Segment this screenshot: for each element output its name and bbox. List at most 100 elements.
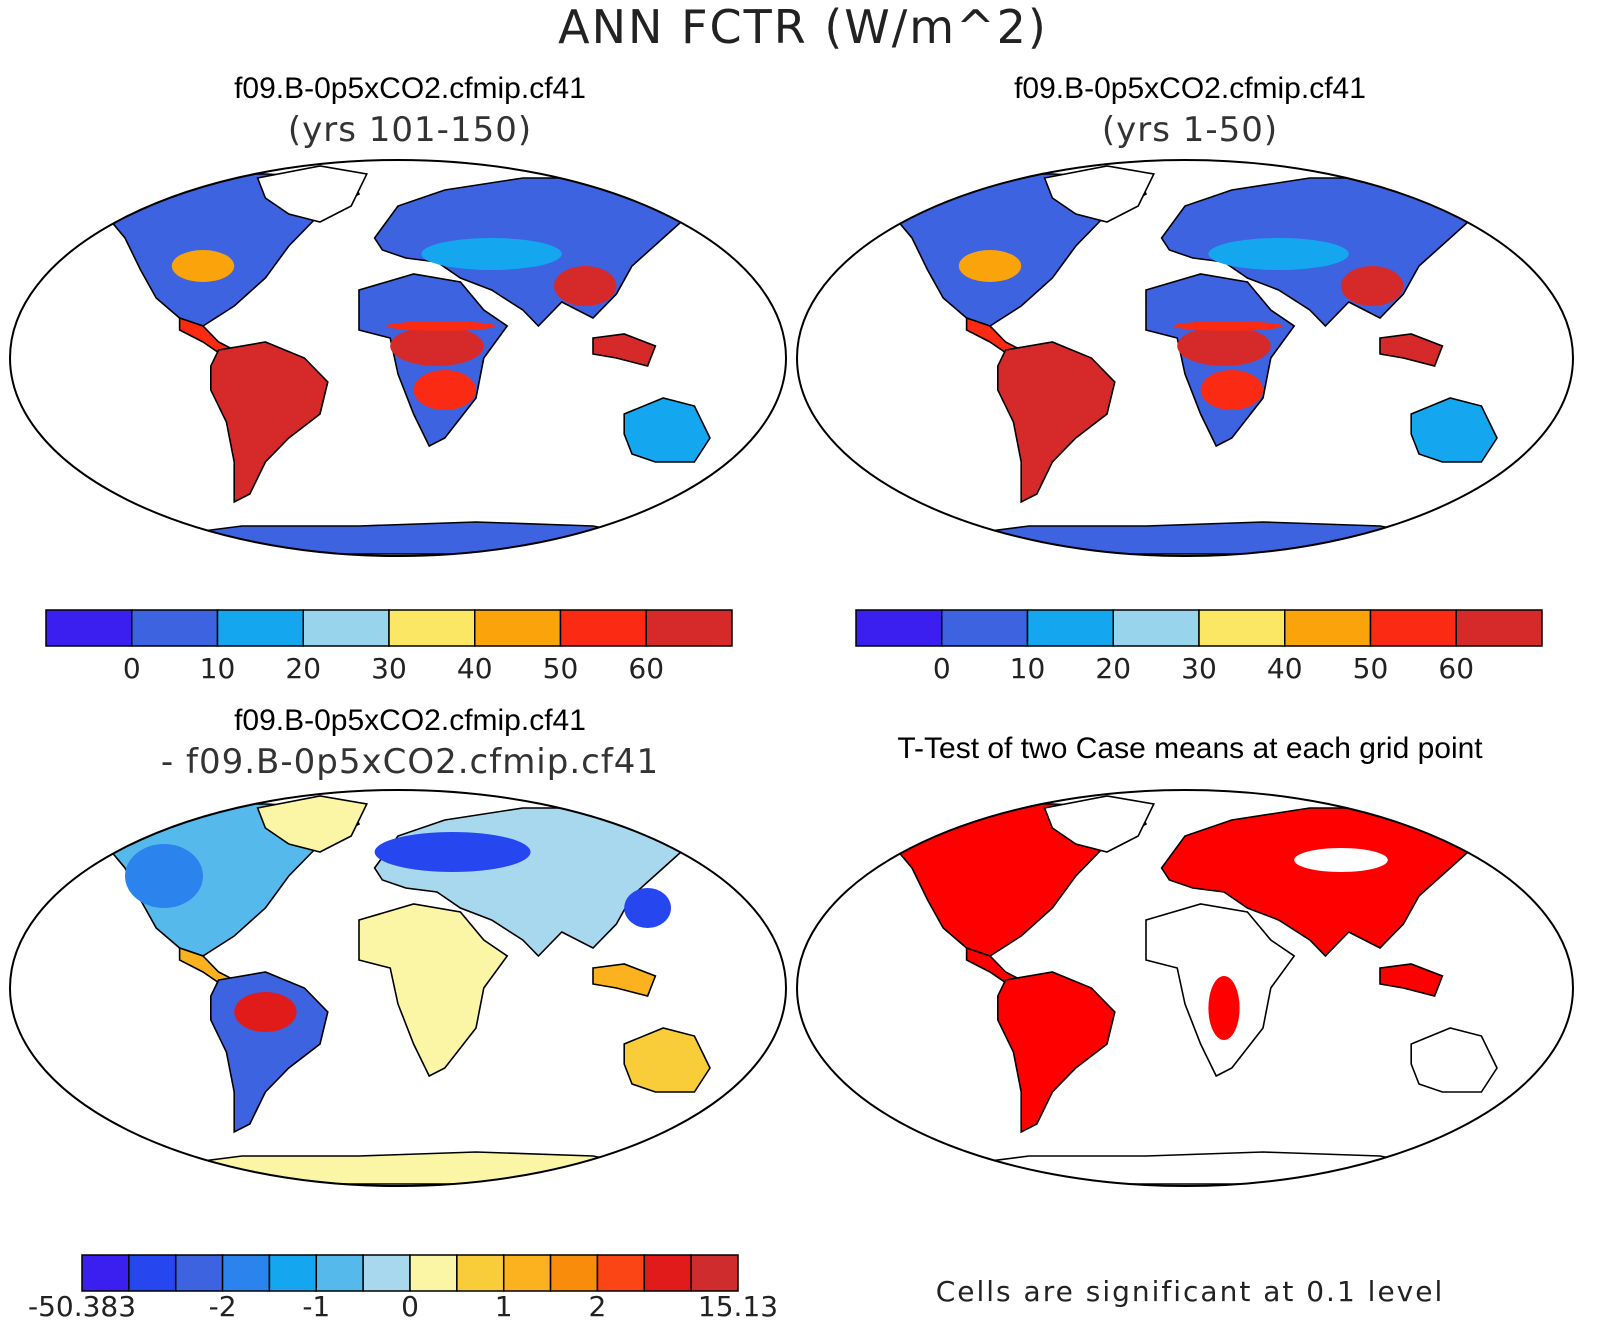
field-midlat-eurasia <box>421 238 562 270</box>
colorbar-swatch <box>1112 609 1200 647</box>
panel-diff-title: f09.B-0p5xCO2.cfmip.cf41 <box>234 704 586 737</box>
map-case1 <box>9 159 787 557</box>
colorbar-tick-label: 1 <box>494 1290 513 1323</box>
colorbar-swatch <box>221 1254 271 1292</box>
colorbar-case2 <box>855 609 1543 647</box>
colorbar-swatch <box>474 609 562 647</box>
colorbar-swatch <box>315 1254 364 1292</box>
landmass-southAmerica <box>997 971 1116 1134</box>
field-south-asia <box>554 266 617 306</box>
colorbar-swatch <box>941 609 1029 647</box>
colorbar-tick-label: 50 <box>542 652 579 685</box>
colorbar-swatch <box>1369 609 1457 647</box>
landmass-antarctica <box>146 1151 658 1185</box>
colorbar-tick-label: -50.383 <box>27 1290 137 1323</box>
panel-case1-subtitle: (yrs 101-150) <box>287 110 533 150</box>
landmass-southAmerica <box>210 341 329 504</box>
colorbar-swatch <box>502 1254 552 1292</box>
colorbar-swatch <box>45 609 133 647</box>
landmass-australia <box>623 397 711 463</box>
map-border <box>796 789 1574 1187</box>
colorbar-swatch <box>268 1254 318 1292</box>
colorbar-tick-label: 20 <box>285 652 322 685</box>
colorbar-tick-label: 0 <box>932 652 951 685</box>
field-amazon-pos <box>234 992 297 1032</box>
field-south-asia <box>1341 266 1404 306</box>
colorbar-swatch <box>559 609 647 647</box>
field-europe-neg <box>374 832 531 872</box>
field-midlat-eurasia <box>1208 238 1349 270</box>
landmass-australia <box>1410 1027 1498 1093</box>
colorbar-swatch <box>1198 609 1286 647</box>
panel-ttest-title: T-Test of two Case means at each grid po… <box>897 732 1483 765</box>
colorbar-tick-label: 60 <box>628 652 665 685</box>
field-southern-africa <box>413 370 476 410</box>
map-border <box>796 159 1574 557</box>
colorbar-swatch <box>645 609 733 647</box>
colorbar-swatch <box>128 1254 177 1292</box>
landmass-greenland <box>256 795 368 853</box>
landmass-antarctica <box>933 1151 1445 1185</box>
field-na-neg <box>125 844 203 908</box>
landmass-antarctica <box>146 521 658 555</box>
landmass-seAsia <box>1379 963 1444 997</box>
colorbar-tick-label: 60 <box>1438 652 1475 685</box>
colorbar-tick-label: 15.13 <box>697 1290 779 1323</box>
map-diff <box>9 789 787 1187</box>
colorbar-tick-label: 30 <box>1181 652 1217 685</box>
colorbar-swatch <box>409 1254 458 1292</box>
colorbar-diff <box>81 1254 739 1292</box>
map-case2 <box>796 159 1574 557</box>
colorbar-swatch <box>131 609 219 647</box>
colorbar-swatch <box>549 1254 599 1292</box>
landmass-greenland <box>1043 165 1155 223</box>
map-border <box>9 159 787 557</box>
landmass-seAsia <box>592 963 657 997</box>
colorbar-swatch <box>174 1254 224 1292</box>
colorbar-swatch <box>81 1254 130 1292</box>
colorbar-tick-label: 30 <box>371 652 407 685</box>
colorbar-tick-label: 0 <box>401 1290 419 1323</box>
field-tropical-africa <box>1177 326 1271 366</box>
colorbar-swatch <box>456 1254 505 1292</box>
field-siberia-nonsig <box>1294 848 1388 872</box>
landmass-australia <box>623 1027 711 1093</box>
field-southern-africa <box>1200 370 1263 410</box>
colorbar-swatch <box>216 609 304 647</box>
landmass-seAsia <box>1379 333 1444 367</box>
field-east-africa-sig <box>1208 976 1240 1040</box>
field-eastern-us <box>958 250 1022 282</box>
panel-case2-subtitle: (yrs 1-50) <box>1101 110 1279 150</box>
field-tropical-africa <box>390 326 484 366</box>
colorbar-tick-label: 10 <box>1009 652 1046 685</box>
colorbar-tick-label: 50 <box>1352 652 1389 685</box>
colorbar-tick-label: 20 <box>1095 652 1132 685</box>
colorbar-tick-label: -2 <box>208 1290 237 1323</box>
colorbar-swatch <box>302 609 390 647</box>
colorbar-swatch <box>1026 609 1114 647</box>
figure-title: ANN FCTR (W/m^2) <box>558 0 1048 54</box>
significance-note: Cells are significant at 0.1 level <box>935 1275 1445 1308</box>
colorbar-case2-ticks: 0 10 20 30 40 50 60 <box>856 652 1542 692</box>
colorbar-tick-label: 2 <box>588 1290 607 1323</box>
field-eastern-us <box>171 250 235 282</box>
landmass-australia <box>1410 397 1498 463</box>
colorbar-case1 <box>45 609 733 647</box>
colorbar-tick-label: 40 <box>456 652 493 685</box>
colorbar-swatch <box>388 609 476 647</box>
colorbar-swatch <box>1284 609 1372 647</box>
panel-case1-title: f09.B-0p5xCO2.cfmip.cf41 <box>234 72 586 105</box>
panel-diff-subtitle: - f09.B-0p5xCO2.cfmip.cf41 <box>160 742 660 782</box>
colorbar-diff-ticks: -50.383 -2 -1 0 1 2 15.13 <box>28 1290 778 1326</box>
colorbar-tick-label: 10 <box>199 652 236 685</box>
landmass-greenland <box>1043 795 1155 853</box>
landmass-greenland <box>256 165 368 223</box>
landmass-seAsia <box>592 333 657 367</box>
colorbar-swatch <box>1455 609 1543 647</box>
colorbar-case1-ticks: 0 10 20 30 40 50 60 <box>46 652 732 692</box>
field-sahel-band <box>386 321 496 331</box>
colorbar-tick-label: -1 <box>302 1290 331 1323</box>
colorbar-swatch <box>362 1254 411 1292</box>
landmass-eurasia <box>1160 807 1483 958</box>
colorbar-tick-label: 0 <box>122 652 141 685</box>
